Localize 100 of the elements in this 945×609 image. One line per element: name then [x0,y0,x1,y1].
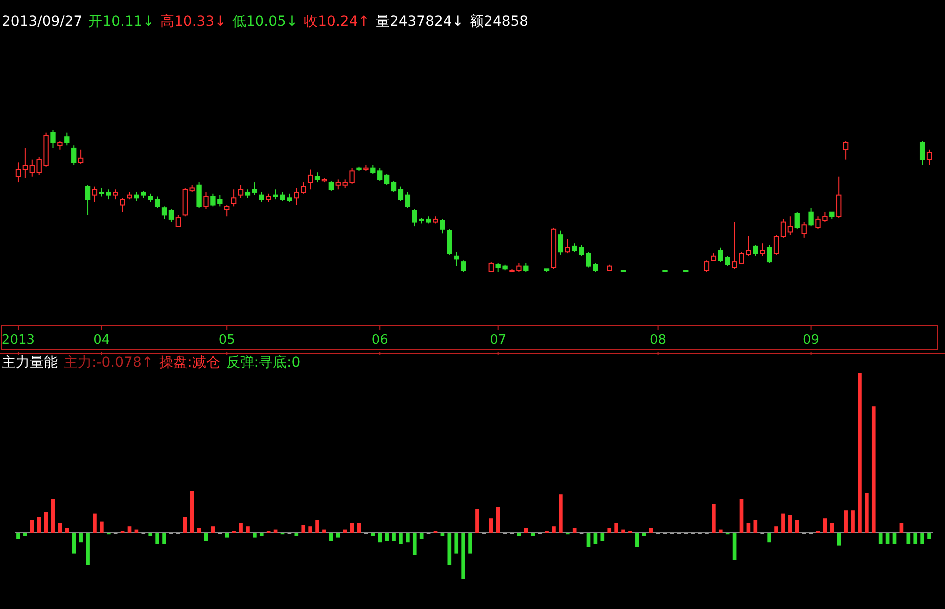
bar [712,504,716,533]
text: 量2437824↓ [376,14,464,30]
candlestick [454,252,460,267]
text: 开10.11↓ [88,14,155,30]
candlestick [30,159,35,178]
x-tick-label: 05 [218,333,236,348]
bar [782,514,786,533]
bar [302,525,306,533]
bar [86,533,90,565]
bar [462,533,466,580]
candlestick [753,244,758,257]
candlestick [113,189,118,200]
candlestick [378,168,383,182]
candlestick [440,218,446,234]
bar [754,520,758,533]
bar [58,523,62,533]
bar [93,514,97,533]
bar [892,533,897,544]
candlestick [718,247,724,263]
bar [37,517,42,533]
bar [30,520,34,533]
candlestick [196,182,202,209]
candlestick [301,182,306,194]
bar [823,518,828,533]
bar [239,523,243,533]
bar [253,533,257,538]
bar [928,533,932,540]
bar [79,533,83,543]
candlestick [106,189,112,200]
bar [330,533,334,541]
bar [246,526,250,533]
x-tick-label: 07 [490,333,507,348]
bar [746,523,751,533]
candlestick [412,209,418,228]
bar [572,528,577,533]
bar [448,533,452,565]
candlestick [802,222,807,238]
candlestick [231,189,237,208]
bar [649,528,654,533]
bar [128,526,132,533]
candlestick [204,192,209,210]
candlestick [843,140,849,160]
candlestick [64,132,70,146]
bar [594,533,598,544]
bar [718,530,723,533]
x-tick-label: 09 [803,333,820,348]
bar [795,520,800,533]
text: 主力:-0.078↑ [64,355,154,371]
bar [371,533,376,536]
candlestick [725,256,730,267]
bar [294,533,299,536]
text: 操盘:减仓 [160,355,220,371]
bar [614,523,618,533]
bar [183,517,188,533]
bar [343,530,348,533]
text: 低10.05↓ [232,14,298,30]
bar [420,533,424,540]
bar [900,523,904,533]
x-tick-label: 04 [94,333,110,348]
candlestick [224,204,230,218]
bar [162,533,166,544]
bar [559,494,563,533]
candlestick [72,145,77,166]
bar [357,523,362,533]
candlestick [294,188,300,206]
text: 2013/09/27 [2,14,83,30]
x-tick-label: 2013 [2,333,36,348]
bar [454,533,459,554]
bar [412,533,417,556]
candlestick [92,186,98,203]
candlestick [447,228,452,256]
candlestick [162,206,168,220]
bar [211,526,216,533]
candlestick [85,184,91,216]
bar [496,507,500,533]
candlestick [391,180,397,193]
candlestick [78,149,84,165]
bar [392,533,396,541]
bar [489,518,494,533]
bar [906,533,911,544]
candlestick [926,149,932,166]
x-tick-label: 08 [650,333,667,348]
bar [260,533,264,536]
candlestick [565,238,570,254]
chart-title: 主力量能 [2,355,58,371]
bar [740,499,744,533]
bar [920,533,924,544]
bar [385,533,389,541]
candlestick [314,172,320,184]
bar [399,533,403,544]
candlestick [488,262,494,272]
bar [468,533,472,554]
bar [225,533,230,538]
text: 反弹:寻底:0 [226,355,301,371]
candlestick [22,148,28,179]
candlestick [336,179,341,190]
x-tick-label: 06 [372,333,388,348]
candlestick [238,184,244,199]
candlestick [398,186,404,202]
candlestick [252,182,258,196]
